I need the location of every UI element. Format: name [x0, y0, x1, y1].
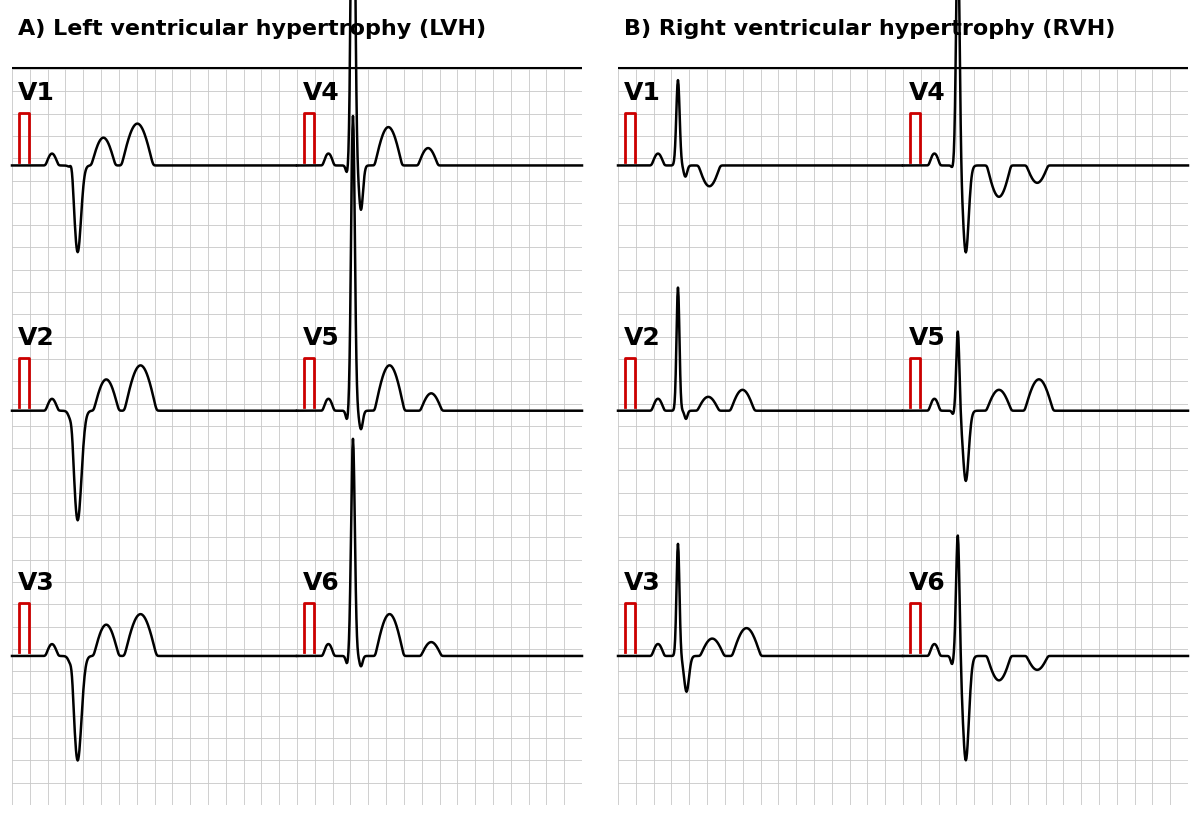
Text: V1: V1 — [18, 80, 54, 105]
Text: V4: V4 — [908, 80, 946, 105]
Text: V1: V1 — [624, 80, 660, 105]
Text: V6: V6 — [908, 572, 946, 595]
Text: V5: V5 — [908, 326, 946, 350]
Text: V4: V4 — [302, 80, 340, 105]
Text: V6: V6 — [302, 572, 340, 595]
Text: V2: V2 — [624, 326, 660, 350]
Text: V5: V5 — [302, 326, 340, 350]
Text: V2: V2 — [18, 326, 54, 350]
Text: V3: V3 — [624, 572, 660, 595]
Text: V3: V3 — [18, 572, 54, 595]
Text: B) Right ventricular hypertrophy (RVH): B) Right ventricular hypertrophy (RVH) — [624, 19, 1115, 39]
Text: A) Left ventricular hypertrophy (LVH): A) Left ventricular hypertrophy (LVH) — [18, 19, 486, 39]
